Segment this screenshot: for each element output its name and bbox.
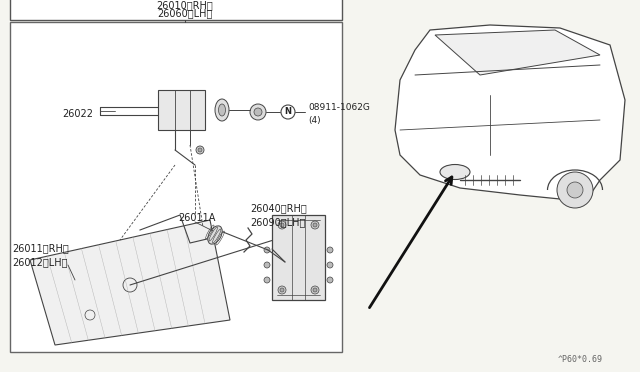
Polygon shape (395, 25, 625, 200)
Circle shape (281, 105, 295, 119)
Ellipse shape (215, 99, 229, 121)
Circle shape (254, 108, 262, 116)
Text: 26012〈LH〉: 26012〈LH〉 (12, 257, 67, 267)
Circle shape (280, 288, 284, 292)
Text: 26011〈RH〉: 26011〈RH〉 (12, 243, 68, 253)
Polygon shape (30, 220, 230, 345)
Circle shape (313, 288, 317, 292)
Circle shape (311, 221, 319, 229)
Circle shape (196, 146, 204, 154)
Circle shape (278, 221, 286, 229)
Bar (272, 215, 325, 300)
Bar (10, 22, 342, 352)
Bar (158, 90, 205, 130)
Circle shape (278, 286, 286, 294)
Ellipse shape (440, 164, 470, 180)
Circle shape (567, 182, 583, 198)
Text: 26010〈RH〉: 26010〈RH〉 (157, 0, 213, 10)
Polygon shape (435, 30, 600, 75)
Text: (4): (4) (308, 115, 321, 125)
Circle shape (311, 286, 319, 294)
Circle shape (327, 262, 333, 268)
Text: 26090〈LH〉: 26090〈LH〉 (250, 217, 305, 227)
Circle shape (264, 247, 270, 253)
Circle shape (327, 277, 333, 283)
Text: 08911-1062G: 08911-1062G (308, 103, 370, 112)
Ellipse shape (208, 226, 222, 244)
Text: 26011A: 26011A (178, 213, 216, 223)
Circle shape (198, 148, 202, 152)
Circle shape (557, 172, 593, 208)
Circle shape (313, 223, 317, 227)
Text: N: N (285, 108, 291, 116)
Bar (10, 0, 342, 20)
Circle shape (264, 277, 270, 283)
Ellipse shape (218, 104, 225, 116)
Circle shape (264, 262, 270, 268)
Text: 26040〈RH〉: 26040〈RH〉 (250, 203, 307, 213)
Circle shape (280, 223, 284, 227)
Text: ^P60*0.69: ^P60*0.69 (557, 355, 602, 364)
Text: 26022: 26022 (62, 109, 93, 119)
Circle shape (250, 104, 266, 120)
Text: 26060〈LH〉: 26060〈LH〉 (157, 8, 212, 18)
Circle shape (327, 247, 333, 253)
